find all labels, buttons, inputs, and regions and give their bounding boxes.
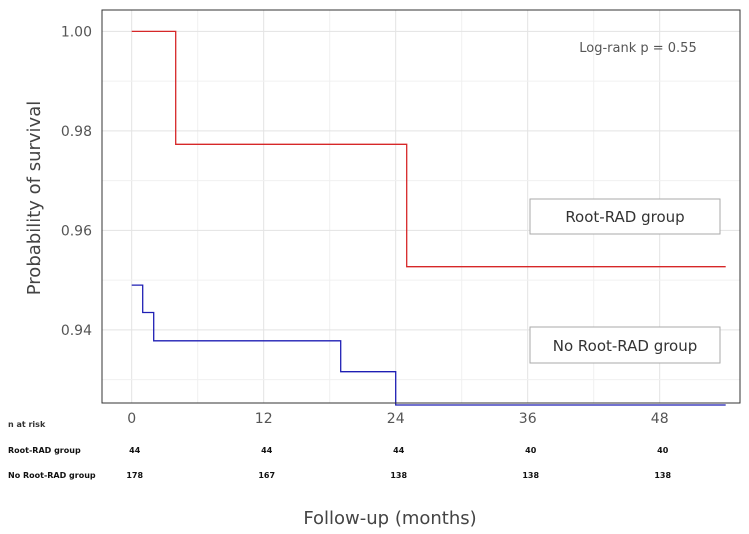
series-no-root-rad-line	[131, 284, 726, 406]
risk-values: 44 44 44 40 40 178 167 138 138 138	[126, 446, 671, 480]
legend-label-noroot: No Root-RAD group	[553, 337, 698, 355]
risk-table-value: 44	[129, 446, 141, 455]
risk-table-header: n at risk	[8, 420, 46, 429]
x-tick-labels: 0 12 24 36 48	[127, 411, 668, 427]
legend-box-noroot	[529, 326, 721, 364]
y-tick-label: 0.96	[61, 223, 92, 239]
risk-table-value: 178	[126, 471, 143, 480]
y-tick-label: 0.94	[61, 323, 92, 339]
legend-root: Root-RAD group	[529, 198, 721, 235]
risk-table-value: 138	[522, 471, 539, 480]
x-tick-label: 24	[387, 411, 405, 427]
legend-noroot: No Root-RAD group	[529, 326, 721, 364]
risk-row-label-root: Root-RAD group	[8, 446, 81, 455]
x-tick-label: 48	[651, 411, 669, 427]
risk-table-value: 40	[657, 446, 669, 455]
series-root-rad-line	[131, 30, 726, 268]
y-axis-title: Probability of survival	[24, 101, 45, 295]
y-tick-label: 0.98	[61, 124, 92, 140]
risk-table-value: 44	[393, 446, 405, 455]
x-tick-label: 0	[127, 411, 136, 427]
risk-table-value: 44	[261, 446, 273, 455]
risk-table-value: 167	[258, 471, 275, 480]
x-tick-label: 36	[519, 411, 537, 427]
curves	[131, 30, 726, 406]
risk-table-value: 40	[525, 446, 537, 455]
risk-table-value: 138	[654, 471, 671, 480]
log-rank-annotation: Log-rank p = 0.55	[579, 41, 696, 56]
y-tick-labels: 0.94 0.96 0.98 1.00	[61, 24, 92, 338]
y-tick-label: 1.00	[61, 24, 92, 40]
x-tick-label: 12	[255, 411, 273, 427]
risk-row-label-noroot: No Root-RAD group	[8, 471, 96, 480]
legend-label-root: Root-RAD group	[565, 208, 684, 226]
risk-table-value: 138	[390, 471, 407, 480]
plot-border	[101, 9, 741, 404]
x-axis-title: Follow-up (months)	[303, 508, 476, 529]
legend-box-root	[529, 198, 721, 235]
